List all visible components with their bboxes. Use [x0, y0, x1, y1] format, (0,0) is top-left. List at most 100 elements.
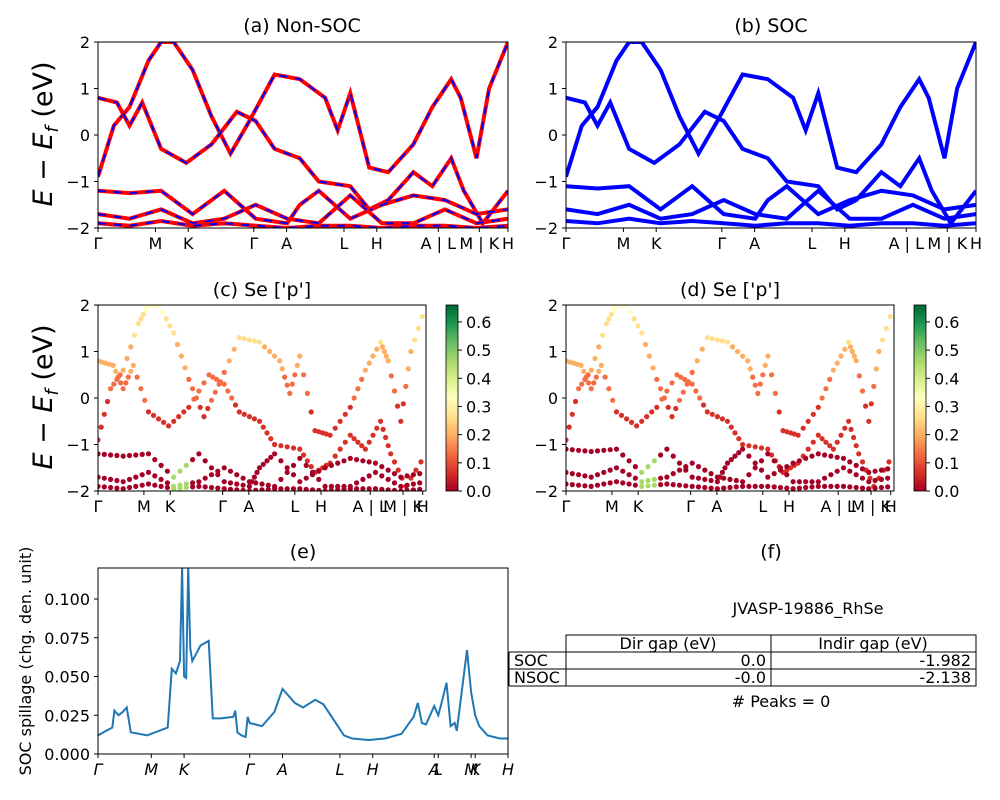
proj-point-d	[689, 381, 695, 387]
proj-point-d	[702, 476, 708, 482]
ytick-label: 2	[80, 296, 90, 315]
proj-point-c	[208, 465, 215, 471]
proj-point-c	[398, 488, 404, 491]
proj-point-d	[645, 464, 651, 470]
ytick-label: 2	[548, 33, 558, 52]
xtick-label: K	[179, 760, 191, 779]
proj-point-d	[695, 484, 702, 490]
ytick-label: 0.2	[466, 426, 491, 445]
proj-point-d	[805, 418, 811, 424]
proj-point-c	[177, 485, 183, 491]
proj-point-c	[366, 473, 372, 479]
proj-point-c	[98, 451, 101, 457]
proj-point-c	[163, 316, 169, 322]
proj-point-d	[704, 335, 710, 341]
proj-point-d	[649, 409, 655, 415]
proj-point-c	[152, 457, 158, 463]
proj-point-c	[259, 481, 265, 487]
proj-point-c	[385, 443, 391, 449]
proj-point-c	[297, 455, 303, 461]
proj-point-d	[620, 480, 626, 486]
proj-point-c	[404, 473, 410, 479]
proj-point-d	[746, 443, 752, 449]
proj-point-c	[360, 476, 366, 482]
proj-point-c	[197, 404, 203, 410]
proj-point-c	[359, 376, 365, 382]
proj-point-d	[729, 344, 736, 350]
proj-point-d	[664, 388, 670, 394]
proj-point-d	[872, 477, 878, 484]
ytick-label: 0.4	[466, 369, 491, 388]
proj-point-c	[370, 432, 376, 438]
proj-point-c	[379, 473, 385, 479]
proj-point-d	[784, 464, 790, 470]
proj-point-c	[379, 344, 386, 350]
proj-point-c	[322, 465, 328, 471]
proj-point-d	[815, 483, 821, 489]
proj-point-d	[576, 386, 582, 392]
proj-point-d	[664, 474, 670, 480]
proj-point-d	[886, 459, 892, 465]
proj-point-c	[347, 486, 353, 491]
proj-point-d	[588, 448, 594, 455]
ytick-label: 0.5	[934, 341, 959, 360]
proj-point-d	[740, 353, 746, 359]
xtick-label: M | K	[459, 234, 499, 253]
proj-point-d	[632, 475, 639, 481]
proj-point-c	[236, 335, 242, 341]
proj-point-d	[680, 389, 686, 395]
proj-point-d	[847, 468, 853, 474]
proj-point-c	[120, 386, 126, 392]
proj-point-d	[878, 467, 885, 473]
proj-point-d	[639, 479, 645, 485]
xtick-label: H	[417, 497, 429, 516]
proj-point-d	[815, 479, 821, 485]
proj-point-c	[150, 412, 157, 418]
proj-point-c	[190, 386, 196, 392]
xtick-label: Γ	[562, 234, 571, 253]
xtick-label: A	[243, 497, 254, 516]
proj-point-c	[351, 436, 357, 442]
proj-point-d	[708, 485, 714, 491]
proj-point-c	[278, 486, 284, 491]
proj-point-d	[838, 432, 844, 438]
proj-point-d	[664, 446, 670, 452]
xtick-label: H	[970, 234, 982, 253]
proj-point-d	[669, 380, 675, 386]
proj-point-d	[883, 325, 890, 331]
col-header-indir: Indir gap (eV)	[818, 634, 928, 653]
proj-point-c	[118, 380, 124, 386]
proj-point-d	[578, 362, 584, 368]
proj-point-c	[171, 418, 177, 424]
proj-point-c	[145, 409, 152, 415]
proj-point-c	[374, 346, 380, 352]
proj-point-d	[859, 459, 866, 465]
proj-point-d	[673, 405, 679, 412]
proj-point-c	[335, 460, 341, 466]
proj-point-c	[400, 401, 406, 407]
proj-point-c	[182, 365, 188, 371]
proj-point-d	[796, 485, 803, 491]
xtick-label: A | L	[421, 234, 457, 253]
proj-point-c	[256, 418, 263, 424]
proj-point-d	[873, 366, 879, 372]
proj-point-d	[771, 484, 777, 490]
proj-point-c	[138, 316, 144, 322]
proj-point-c	[316, 468, 322, 474]
proj-point-d	[685, 379, 692, 385]
proj-point-d	[750, 374, 756, 380]
proj-point-c	[316, 476, 322, 482]
proj-point-c	[272, 441, 278, 448]
proj-point-c	[227, 480, 234, 486]
proj-point-c	[145, 469, 152, 475]
proj-point-c	[370, 353, 376, 359]
ytick-label: −2	[534, 482, 558, 501]
proj-point-c	[108, 386, 114, 392]
proj-point-d	[689, 474, 695, 480]
proj-point-c	[388, 373, 394, 379]
proj-point-c	[98, 424, 104, 430]
proj-point-c	[404, 487, 410, 491]
ytick-label: −1	[534, 436, 558, 455]
proj-point-c	[152, 473, 158, 479]
